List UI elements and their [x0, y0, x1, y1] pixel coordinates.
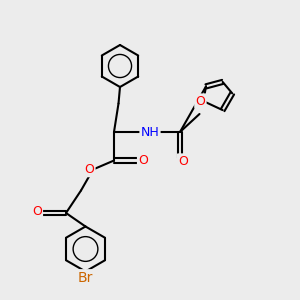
- Text: O: O: [196, 94, 205, 108]
- Text: Br: Br: [78, 271, 93, 284]
- Text: O: O: [32, 205, 42, 218]
- Text: NH: NH: [141, 125, 159, 139]
- Text: O: O: [178, 154, 188, 168]
- Text: O: O: [85, 163, 94, 176]
- Text: O: O: [138, 154, 148, 167]
